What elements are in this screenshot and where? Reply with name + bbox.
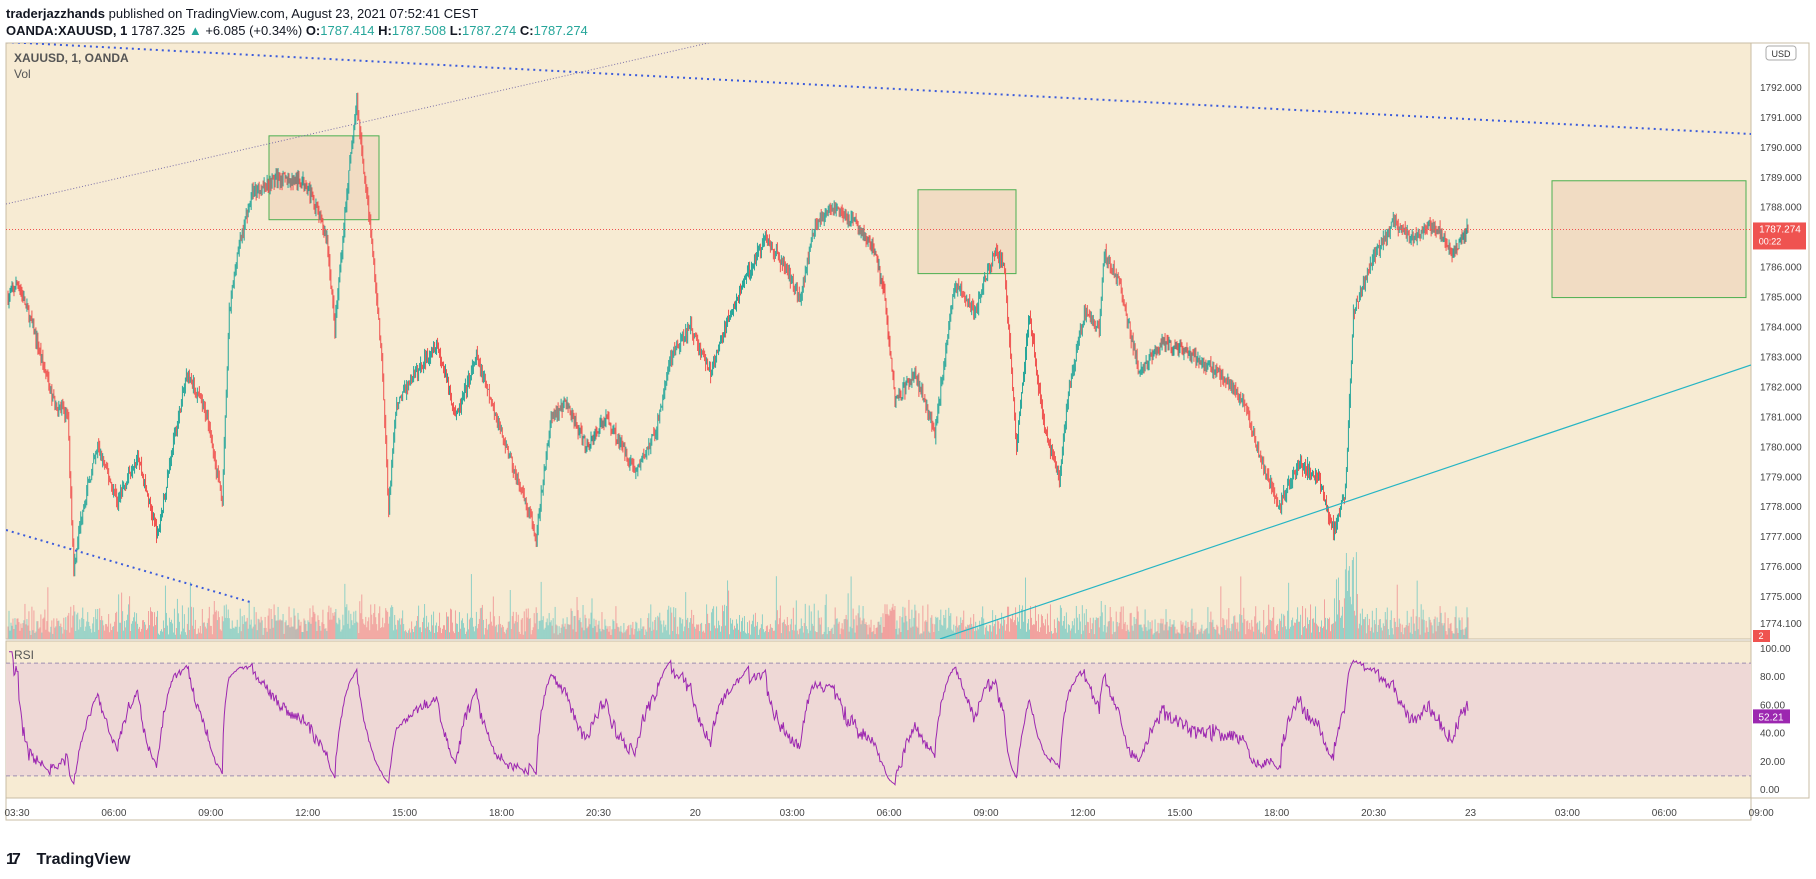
rsi-value-tag-text: 52.21: [1758, 712, 1783, 723]
currency-badge-text: USD: [1771, 49, 1791, 59]
y-tick-label: 1783.000: [1760, 352, 1802, 363]
dotted-trendline: [6, 43, 711, 205]
y-tick-label: 1780.000: [1760, 442, 1802, 453]
y-tick-label: 1790.000: [1760, 143, 1802, 154]
x-tick-label: 06:00: [1652, 808, 1677, 819]
x-tick-label: 15:00: [392, 808, 417, 819]
last-price: 1787.325: [130, 23, 186, 38]
volume-tag-value: 2: [1758, 631, 1763, 641]
close-label: C:: [519, 23, 534, 38]
close-value: 1787.274: [533, 23, 588, 38]
y-tick-label: 1791.000: [1760, 113, 1802, 124]
currency-badge[interactable]: [1765, 45, 1797, 61]
rsi-band: [6, 663, 1751, 776]
y-tick-label: 1782.000: [1760, 382, 1802, 393]
channel-line-lower: [6, 529, 251, 603]
rsi-tick-label: 0.00: [1760, 785, 1780, 796]
y-tick-label: 1786.000: [1760, 263, 1802, 274]
last-price-tag: [1753, 222, 1806, 250]
x-tick-label: 03:00: [780, 808, 805, 819]
x-tick-label: 12:00: [1070, 808, 1095, 819]
rsi-line: [9, 651, 1469, 786]
consolidation-box: [1551, 180, 1747, 299]
x-tick-label: 03:30: [4, 808, 29, 819]
y-tick-label: 1779.000: [1760, 472, 1802, 483]
published-text: published on TradingView.com, August 23,…: [108, 6, 479, 21]
volume-tag: [1753, 630, 1770, 642]
x-tick-label: 18:00: [489, 808, 514, 819]
x-tick-label: 09:00: [198, 808, 223, 819]
y-tick-label: 1785.000: [1760, 293, 1802, 304]
tradingview-brand: TradingView: [36, 851, 131, 868]
x-tick-label: 03:00: [1555, 808, 1580, 819]
x-tick-label: 12:00: [295, 808, 320, 819]
rsi-tick-label: 100.00: [1760, 644, 1791, 655]
rsi-label: RSI: [14, 648, 34, 662]
y-tick-label: 1792.000: [1760, 83, 1802, 94]
rsi-tick-label: 60.00: [1760, 700, 1785, 711]
main-pane[interactable]: [5, 42, 1752, 640]
price-change: +6.085 (+0.34%): [205, 23, 303, 38]
tradingview-logo[interactable]: 17 TradingView: [6, 851, 130, 869]
x-tick-label: 06:00: [101, 808, 126, 819]
time-scale[interactable]: [5, 797, 1752, 821]
chart-canvas[interactable]: 1774.100 1775.000 1776.000 1777.000 1778.000…: [0, 42, 1816, 842]
y-tick-label: 1788.000: [1760, 203, 1802, 214]
x-tick-label: 15:00: [1167, 808, 1192, 819]
x-tick-label: 09:00: [1749, 808, 1774, 819]
change-arrow-icon: ▲: [188, 23, 202, 38]
x-tick-label: 06:00: [877, 808, 902, 819]
last-price-tag-value: 1787.274: [1759, 224, 1801, 235]
x-tick-label: 20:30: [586, 808, 611, 819]
y-tick-label: 1789.000: [1760, 173, 1802, 184]
rsi-value-tag: [1753, 709, 1790, 724]
price-scale[interactable]: [1750, 42, 1810, 799]
chart-header: traderjazzhands published on TradingView…: [6, 4, 1806, 40]
bar-countdown: 00:22: [1759, 236, 1782, 246]
x-tick-label: 23: [1465, 808, 1477, 819]
rsi-tick-label: 40.00: [1760, 729, 1785, 740]
low-value: 1787.274: [461, 23, 517, 38]
x-tick-label: 20:30: [1361, 808, 1386, 819]
y-tick-label: 1778.000: [1760, 502, 1802, 513]
x-tick-label: 18:00: [1264, 808, 1289, 819]
y-tick-label: 1781.000: [1760, 412, 1802, 423]
high-value: 1787.508: [391, 23, 447, 38]
symbol-title: OANDA:XAUUSD, 1: [6, 23, 128, 38]
rsi-tick-label: 20.00: [1760, 757, 1785, 768]
ascending-trendline: [939, 364, 1751, 639]
open-value: 1787.414: [320, 23, 375, 38]
tradingview-mark-icon: 17: [6, 851, 21, 868]
author-name[interactable]: traderjazzhands: [6, 6, 105, 21]
open-label: O:: [305, 23, 321, 38]
y-tick-label: 1776.000: [1760, 562, 1802, 573]
volume-label: Vol: [14, 67, 31, 81]
y-tick-label: 1777.000: [1760, 532, 1802, 543]
pane-symbol-label: XAUUSD, 1, OANDA: [14, 51, 129, 65]
y-tick-label: 1774.100: [1760, 619, 1802, 630]
high-label: H:: [378, 23, 392, 38]
rsi-tick-label: 80.00: [1760, 672, 1785, 683]
low-label: L:: [449, 23, 462, 38]
x-tick-label: 20: [690, 808, 702, 819]
x-tick-label: 09:00: [973, 808, 998, 819]
y-tick-label: 1775.000: [1760, 592, 1802, 603]
y-tick-label: 1784.000: [1760, 323, 1802, 334]
